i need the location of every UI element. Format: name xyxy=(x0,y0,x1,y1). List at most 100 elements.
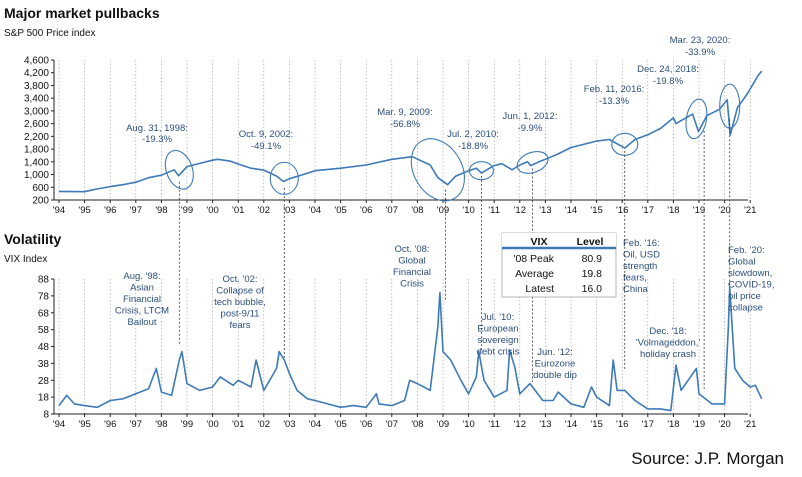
x-tick-label: '99 xyxy=(181,205,193,216)
y-tick-label: 1,800 xyxy=(24,145,49,156)
vix-table-header: VIX xyxy=(531,236,548,248)
x-tick-label: '13 xyxy=(539,419,551,430)
vix-event-label: Oct. '08: xyxy=(394,244,429,255)
vix-table-header: Level xyxy=(577,236,604,248)
pullback-ellipse xyxy=(516,151,549,174)
x-tick-label: '96 xyxy=(104,205,116,216)
x-tick-label: '09 xyxy=(437,205,449,216)
x-tick-label: '08 xyxy=(411,205,423,216)
pullback-date-label: Feb. 11, 2016: xyxy=(584,84,645,95)
y-tick-label: 8 xyxy=(43,410,49,421)
x-tick-label: '06 xyxy=(360,205,372,216)
x-tick-label: '14 xyxy=(565,205,577,216)
x-tick-label: '07 xyxy=(386,205,398,216)
source-note: Source: J.P. Morgan xyxy=(631,449,784,468)
x-tick-label: '10 xyxy=(462,205,474,216)
x-tick-label: '21 xyxy=(744,205,756,216)
x-tick-label: '00 xyxy=(206,419,218,430)
x-tick-label: '17 xyxy=(642,205,654,216)
x-tick-label: '18 xyxy=(667,205,679,216)
x-tick-label: '97 xyxy=(130,419,142,430)
x-tick-label: '96 xyxy=(104,419,116,430)
vix-event-label: Eurozone xyxy=(535,359,576,370)
x-tick-label: '98 xyxy=(155,205,167,216)
vix-event-label: Financial xyxy=(393,267,431,278)
vix-event-label: Dec. '18: xyxy=(649,326,686,337)
x-tick-label: '01 xyxy=(232,419,244,430)
x-tick-label: '02 xyxy=(258,205,270,216)
pullback-change-label: -13.3% xyxy=(599,96,630,107)
x-tick-label: '19 xyxy=(693,419,705,430)
x-tick-label: '94 xyxy=(53,419,65,430)
pullback-change-label: -18.8% xyxy=(458,141,489,152)
pullback-date-label: Oct. 9, 2002: xyxy=(239,129,293,140)
x-tick-label: '03 xyxy=(283,205,295,216)
vix-event-label: 'Volmageddon,' xyxy=(636,338,701,349)
pullback-date-label: Mar. 9, 2009: xyxy=(377,107,432,118)
vix-event-label: oil price xyxy=(728,291,761,302)
vix-event-label: Global xyxy=(728,257,755,268)
vix-line xyxy=(58,286,763,412)
vix-event-label: Oct. '02: xyxy=(222,274,257,285)
vix-event-label: sovereign xyxy=(477,335,518,346)
y-tick-label: 18 xyxy=(38,393,50,404)
x-tick-label: '14 xyxy=(565,419,577,430)
x-tick-label: '16 xyxy=(616,419,628,430)
y-tick-label: 1,000 xyxy=(24,170,49,181)
x-tick-label: '21 xyxy=(744,419,756,430)
x-tick-label: '20 xyxy=(718,419,730,430)
vix-event-label: Aug. '98: xyxy=(123,271,160,282)
y-tick-label: 28 xyxy=(38,376,50,387)
pullback-date-label: Dec. 24, 2018: xyxy=(637,64,699,75)
x-tick-label: '12 xyxy=(514,205,526,216)
x-tick-label: '97 xyxy=(130,205,142,216)
vix-event-label: Feb. '20: xyxy=(728,245,765,256)
vix-table-cell: 80.9 xyxy=(582,253,603,265)
x-tick-label: '15 xyxy=(590,205,602,216)
vix-event-label: Global xyxy=(398,256,425,267)
vix-table-cell: Latest xyxy=(525,283,554,295)
vix-event-label: Asian xyxy=(130,283,154,294)
vix-event-label: collapse xyxy=(728,303,763,314)
vix-event-label: fears xyxy=(229,320,250,331)
vix-event-label: Feb. '16: xyxy=(623,238,660,249)
pullback-change-label: -33.9% xyxy=(685,47,716,58)
y-tick-label: 68 xyxy=(38,308,50,319)
panel-subtitle-sp500: S&P 500 Price index xyxy=(4,28,96,39)
y-tick-label: 4,600 xyxy=(24,56,49,67)
vix-event-label: holiday crash xyxy=(640,349,696,360)
pullback-change-label: -19.3% xyxy=(142,134,173,145)
pullback-date-label: Aug. 31, 1998: xyxy=(126,123,188,134)
x-tick-label: '12 xyxy=(514,419,526,430)
x-tick-label: '03 xyxy=(283,419,295,430)
vix-event-label: European xyxy=(477,324,518,335)
vix-table-cell: Average xyxy=(515,268,554,280)
x-tick-label: '17 xyxy=(642,419,654,430)
y-tick-label: 38 xyxy=(38,359,50,370)
x-tick-label: '02 xyxy=(258,419,270,430)
y-tick-label: 3,000 xyxy=(24,106,49,117)
vix-table-header-bg xyxy=(502,233,616,248)
panel-title-pullbacks: Major market pullbacks xyxy=(4,5,160,21)
vix-event-label: double dip xyxy=(533,370,577,381)
vix-event-label: Crisis, LTCM xyxy=(115,306,169,317)
y-tick-label: 1,400 xyxy=(24,157,49,168)
x-tick-label: '15 xyxy=(590,419,602,430)
vix-event-label: debt crisis xyxy=(477,347,520,358)
vix-event-label: Collapse of xyxy=(216,286,264,297)
y-tick-label: 3,800 xyxy=(24,81,49,92)
x-tick-label: '20 xyxy=(718,205,730,216)
x-tick-label: '11 xyxy=(488,205,500,216)
x-tick-label: '95 xyxy=(78,205,90,216)
vix-event-label: slowdown, xyxy=(728,268,772,279)
x-tick-label: '18 xyxy=(667,419,679,430)
vix-event-label: Jun. '12: xyxy=(537,347,573,358)
x-tick-label: '16 xyxy=(616,205,628,216)
y-tick-label: 4,200 xyxy=(24,68,49,79)
x-tick-label: '94 xyxy=(53,205,65,216)
pullback-change-label: -9.9% xyxy=(518,123,543,134)
y-tick-label: 58 xyxy=(38,325,50,336)
x-tick-label: '09 xyxy=(437,419,449,430)
vix-table-cell: '08 Peak xyxy=(513,253,554,265)
